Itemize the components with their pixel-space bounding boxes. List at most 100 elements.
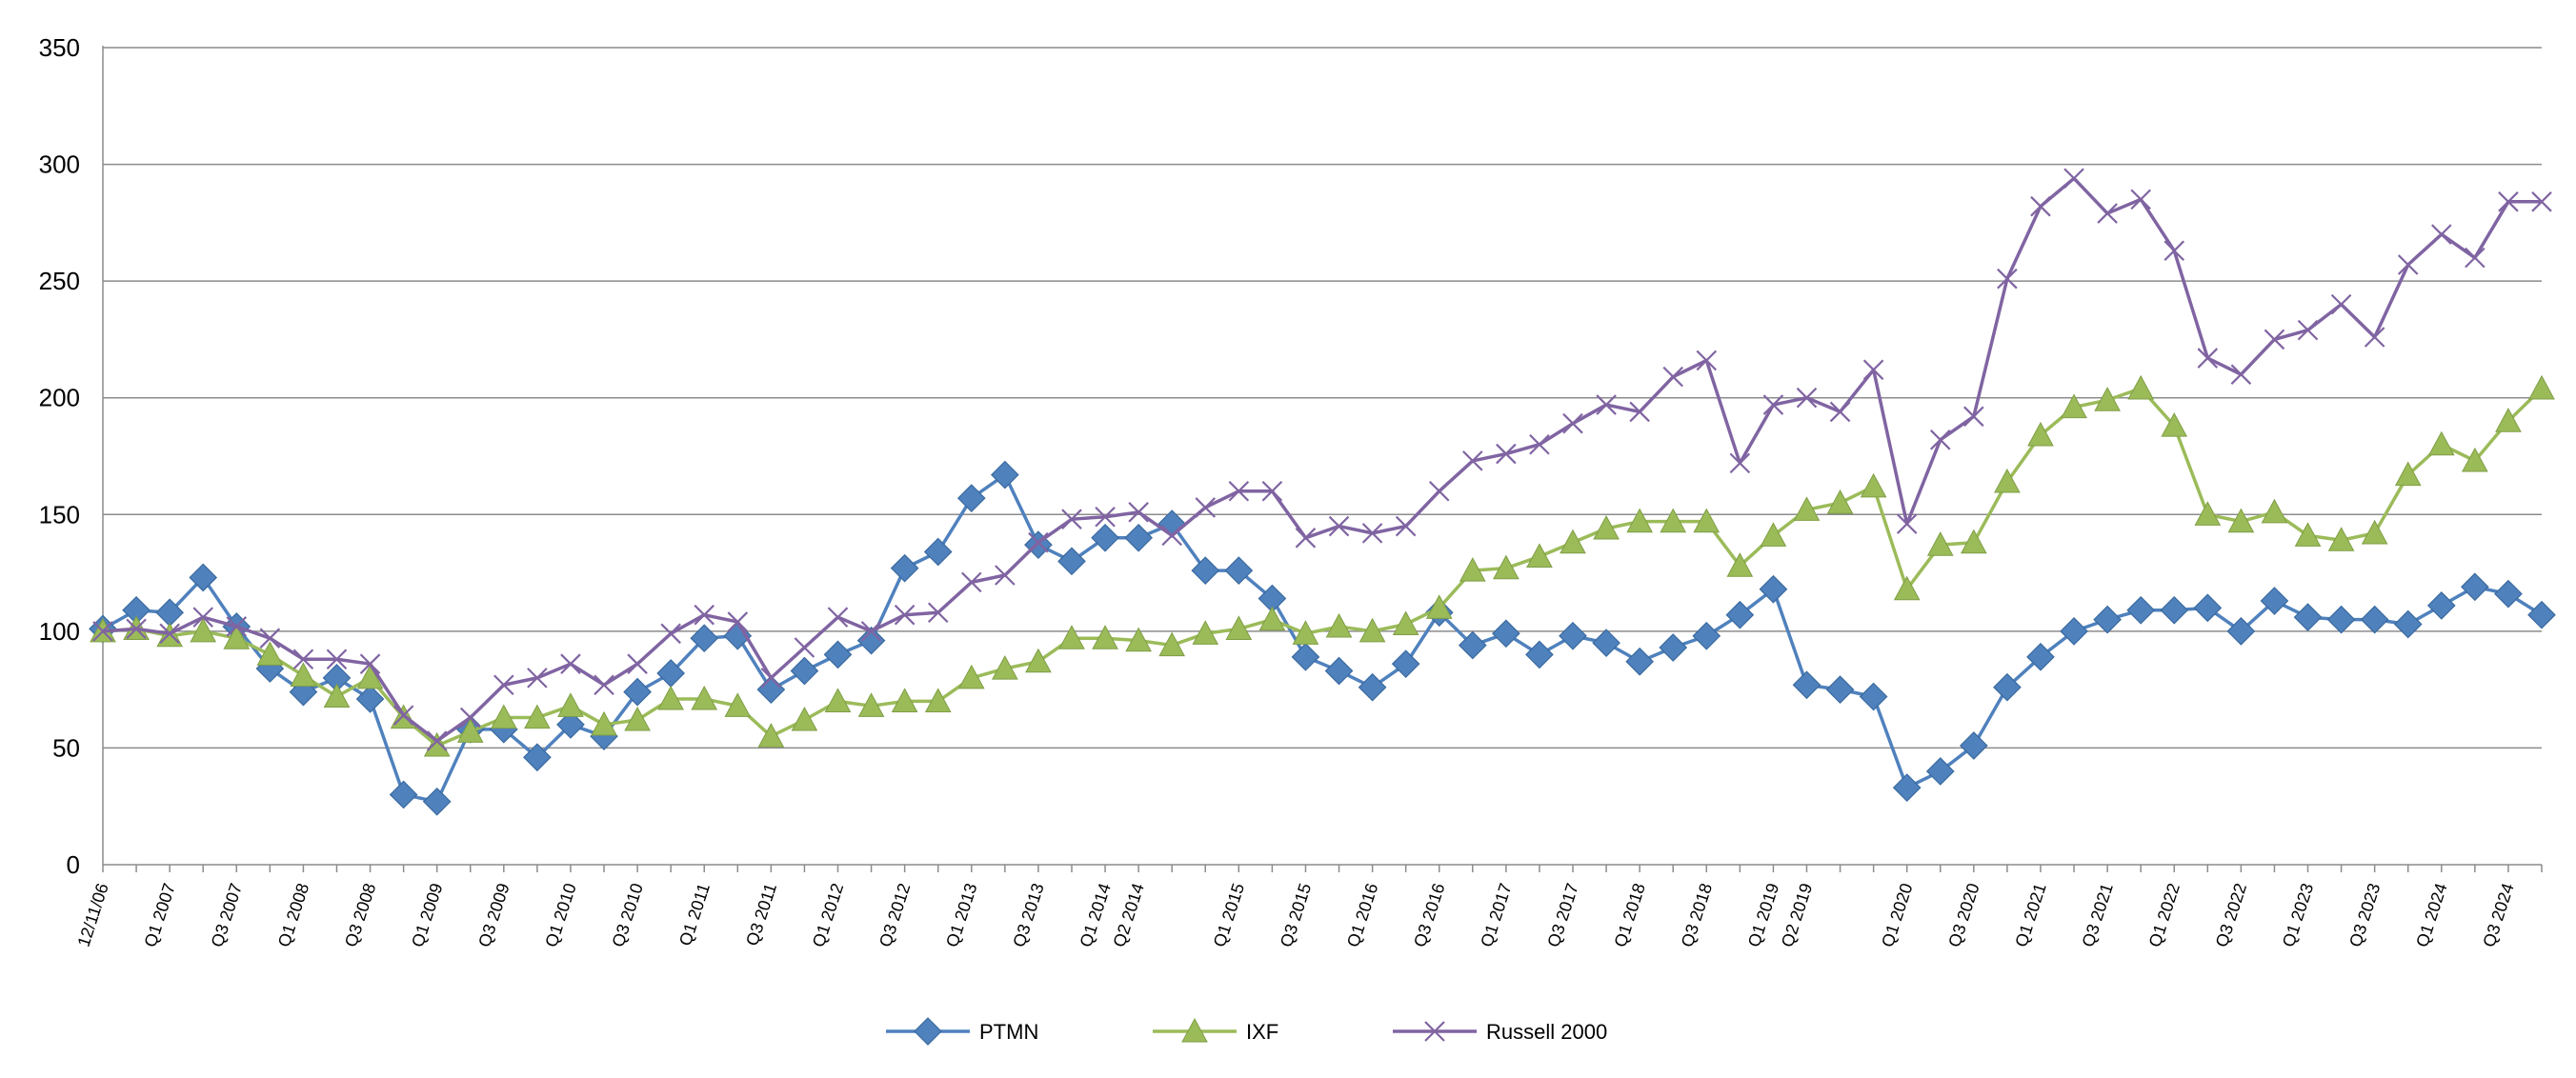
legend: PTMN IXF Russell 2000: [886, 1017, 1607, 1046]
data-point: [192, 607, 213, 628]
x-tick-label: Q2 2014: [1110, 881, 1148, 949]
marker-stroke: [927, 602, 949, 624]
x-tick-label: Q1 2021: [2011, 881, 2049, 949]
x-tick-label: Q2 2019: [1778, 881, 1816, 949]
data-point: [2264, 329, 2285, 350]
data-point: [527, 668, 548, 689]
data-point: [1529, 433, 1550, 455]
marker-stroke: [1295, 528, 1317, 549]
data-point: [2194, 501, 2222, 526]
x-tick-label: Q1 2010: [541, 881, 579, 949]
data-point: [1424, 1021, 1445, 1042]
marker-stroke: [1161, 525, 1182, 547]
marker-stroke: [1462, 450, 1483, 471]
data-point: [2127, 374, 2155, 400]
data-point: [1462, 450, 1483, 471]
marker-stroke: [594, 674, 614, 696]
data-point: [2161, 412, 2188, 437]
marker-stroke: [92, 621, 113, 642]
data-point: [389, 780, 418, 809]
data-point: [914, 1017, 942, 1046]
x-tick-label: Q3 2017: [1543, 881, 1581, 949]
marker-stroke: [727, 611, 749, 632]
marker-stroke: [2397, 254, 2419, 275]
data-point: [2397, 254, 2419, 275]
marker-stroke: [1829, 401, 1851, 423]
data-point: [2393, 609, 2423, 639]
marker-stroke: [760, 668, 782, 689]
marker-stroke: [1762, 394, 1784, 415]
legend-item-ixf: IXF: [1153, 1017, 1278, 1044]
data-point: [556, 710, 585, 739]
marker-stroke: [1328, 515, 1350, 537]
x-tick-label: Q1 2007: [141, 881, 179, 949]
x-tick-label: Q1 2012: [809, 881, 847, 949]
marker-stroke: [1428, 480, 1450, 502]
x-tick-label: Q1 2014: [1076, 881, 1114, 949]
data-point: [1361, 523, 1383, 544]
data-point: [591, 710, 617, 736]
data-point: [1425, 594, 1453, 619]
data-point: [359, 653, 381, 674]
data-point: [957, 664, 985, 689]
x-tick-label: Q1 2018: [1611, 881, 1649, 949]
data-point: [724, 692, 752, 717]
marker-stroke: [794, 637, 815, 658]
data-point: [1195, 497, 1217, 518]
x-axis-tick-labels: 12/11/06 Q1 2007 Q3 2007 Q1 2008 Q3 2008 Q1 2…: [74, 881, 2518, 949]
data-point: [226, 616, 248, 637]
data-point: [1629, 401, 1650, 423]
data-point: [1292, 620, 1319, 645]
data-point: [2293, 603, 2323, 631]
data-point: [189, 563, 218, 592]
data-point: [1261, 480, 1283, 502]
marker-stroke: [192, 607, 213, 628]
data-point: [1593, 514, 1620, 540]
data-point: [2093, 605, 2122, 634]
marker-stroke: [2130, 189, 2151, 210]
data-point: [1859, 682, 1888, 711]
data-point: [627, 653, 648, 674]
data-point: [1395, 515, 1417, 537]
marker-stroke: [2230, 364, 2252, 385]
data-point: [1796, 387, 1818, 409]
data-point: [2160, 595, 2189, 625]
marker-stroke: [1529, 433, 1550, 455]
series-line-russell-2000: [102, 176, 2542, 743]
data-point: [1626, 508, 1653, 533]
data-point: [594, 674, 614, 696]
marker-stroke: [1195, 497, 1217, 518]
data-point: [2163, 240, 2185, 262]
x-tick-label: Q1 2017: [1477, 881, 1515, 949]
data-point: [1225, 615, 1253, 640]
axes: [102, 46, 2543, 872]
data-point: [1091, 523, 1119, 552]
marker-stroke: [827, 607, 849, 628]
data-point: [1095, 506, 1116, 528]
x-tick-label: Q3 2024: [2479, 881, 2517, 949]
series-lines: [89, 168, 2556, 816]
data-point: [2297, 319, 2319, 341]
data-point: [2462, 447, 2488, 472]
data-point: [256, 641, 284, 666]
data-point: [1960, 529, 1987, 554]
marker-stroke: [2531, 191, 2552, 212]
data-point: [1428, 480, 1450, 502]
x-tick-label: Q3 2008: [341, 881, 379, 949]
data-point: [326, 649, 348, 670]
data-point: [2465, 247, 2485, 269]
data-point: [927, 602, 949, 624]
data-point: [126, 618, 147, 640]
data-point: [2330, 293, 2352, 315]
data-point: [2197, 348, 2219, 369]
marker-stroke: [1997, 268, 2018, 289]
data-point: [2260, 587, 2289, 615]
data-point: [456, 718, 484, 743]
x-tick-label: Q1 2011: [675, 881, 714, 948]
marker-stroke: [459, 707, 481, 729]
marker-stroke: [694, 604, 715, 626]
data-point: [1662, 366, 1683, 388]
data-point: [1291, 642, 1320, 671]
legend-label: Russell 2000: [1486, 1020, 1607, 1044]
data-point: [727, 611, 749, 632]
